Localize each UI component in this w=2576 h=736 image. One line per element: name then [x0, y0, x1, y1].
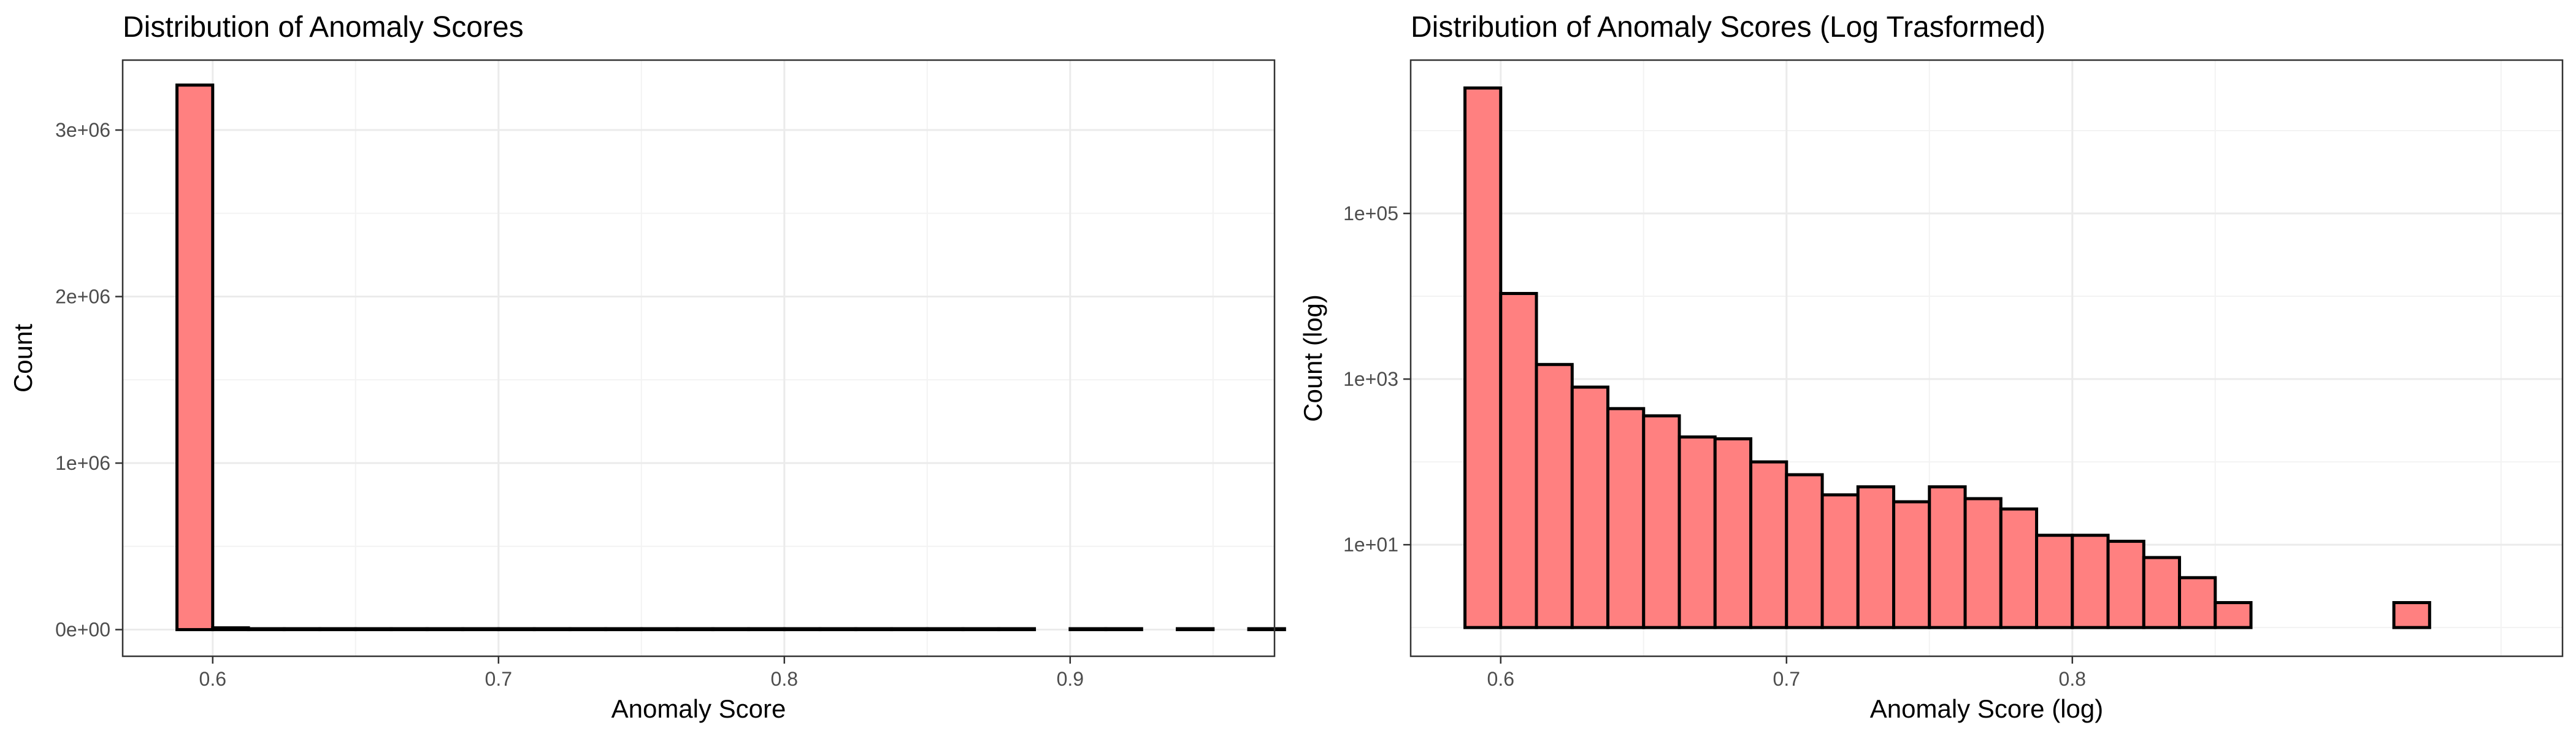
y-tick-label: 0e+00	[55, 619, 110, 641]
histogram-bar	[1463, 86, 1503, 629]
left-y-axis-label: Count	[9, 324, 37, 393]
histogram-bar	[818, 627, 857, 632]
y-tick-label: 1e+01	[1343, 534, 1398, 556]
histogram-bar	[1068, 627, 1108, 632]
histogram-bar	[532, 627, 572, 632]
x-tick-label: 0.8	[2059, 668, 2086, 690]
histogram-bar	[1642, 414, 1681, 629]
histogram-bar	[854, 627, 894, 632]
x-tick-label: 0.7	[485, 668, 512, 690]
histogram-bar	[1104, 627, 1143, 632]
histogram-bar	[2178, 576, 2217, 629]
x-tick-label: 0.6	[1487, 668, 1514, 690]
histogram-bar	[1785, 473, 1824, 629]
right-chart-title: Distribution of Anomaly Scores (Log Tras…	[1411, 11, 2045, 44]
histogram-bar	[497, 627, 536, 632]
histogram-bar	[568, 627, 608, 632]
histogram-bar	[997, 627, 1037, 632]
histogram-bar	[2035, 534, 2074, 629]
histogram-bar	[1499, 292, 1538, 629]
histogram-bar	[425, 627, 465, 632]
right-panel-border	[1409, 59, 2564, 657]
y-tick-label: 2e+06	[55, 286, 110, 308]
histogram-bar	[2106, 540, 2145, 629]
histogram-bar	[1928, 485, 1967, 629]
x-tick-label: 0.6	[199, 668, 226, 690]
histogram-bar	[1606, 407, 1646, 629]
histogram-bar	[211, 626, 250, 632]
histogram-bar	[318, 627, 358, 632]
y-tick-label: 1e+06	[55, 452, 110, 474]
histogram-bar	[1963, 497, 2003, 629]
histogram-bar	[1247, 627, 1286, 632]
histogram-bar	[1176, 627, 1215, 632]
histogram-bar	[2392, 601, 2431, 629]
right-y-axis-label: Count (log)	[1298, 294, 1327, 422]
histogram-bar	[640, 627, 679, 632]
right-chart: Distribution of Anomaly Scores (Log Tras…	[1298, 11, 2564, 723]
histogram-bar	[389, 627, 429, 632]
histogram-bar	[1677, 435, 1717, 629]
left-bars	[175, 83, 1286, 632]
histogram-bar	[2214, 601, 2253, 629]
histogram-bar	[1999, 507, 2039, 629]
y-tick-label: 3e+06	[55, 119, 110, 141]
left-panel-border	[121, 59, 1276, 657]
histogram-bar	[675, 627, 715, 632]
histogram-bar	[1892, 500, 1931, 629]
histogram-bar	[2142, 556, 2182, 629]
x-tick-label: 0.7	[1773, 668, 1800, 690]
right-bars	[1463, 86, 2431, 629]
histogram-bar	[1713, 437, 1753, 629]
histogram-bar	[1749, 460, 1788, 629]
histogram-bar	[282, 627, 322, 632]
histogram-bar	[961, 627, 1000, 632]
histogram-bar	[711, 627, 751, 632]
x-tick-label: 0.8	[771, 668, 798, 690]
x-tick-label: 0.9	[1057, 668, 1084, 690]
histogram-bar	[1820, 493, 1860, 629]
right-ticks: 0.6 0.7 0.8 1e+01 1e+03 1e+05	[1343, 202, 2086, 690]
histogram-bar	[926, 627, 965, 632]
histogram-bar	[175, 83, 215, 632]
histogram-bar	[747, 627, 786, 632]
histogram-bar	[247, 627, 286, 632]
left-chart: Distribution of Anomaly Scores 0.6 0.7 0.8…	[9, 11, 1286, 723]
histogram-bar	[1570, 385, 1610, 629]
y-tick-label: 1e+05	[1343, 202, 1398, 224]
left-ticks: 0.6 0.7 0.8 0.9 0e+00 1e+06 2e+06 3e+06	[55, 119, 1084, 690]
histogram-bar	[2071, 534, 2110, 629]
histogram-bar	[604, 627, 643, 632]
histogram-bar	[890, 627, 929, 632]
histogram-bar	[783, 627, 822, 632]
histogram-bar	[1856, 485, 1896, 629]
y-tick-label: 1e+03	[1343, 368, 1398, 390]
right-x-axis-label: Anomaly Score (log)	[1870, 694, 2103, 723]
left-grid	[123, 60, 1275, 656]
histogram-bar	[354, 627, 393, 632]
left-x-axis-label: Anomaly Score	[611, 694, 786, 723]
left-chart-title: Distribution of Anomaly Scores	[123, 11, 524, 44]
histogram-bar	[461, 627, 500, 632]
histogram-bar	[1535, 362, 1574, 629]
